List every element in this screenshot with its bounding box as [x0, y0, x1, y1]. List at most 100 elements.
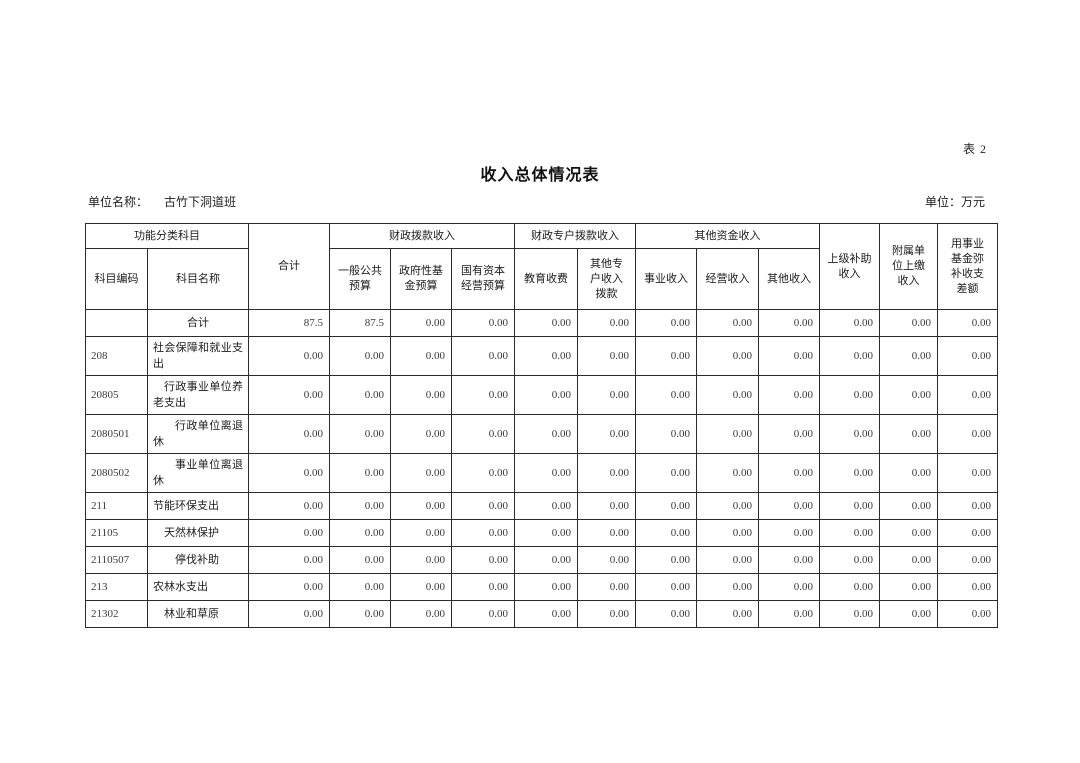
- value-cell: 0.00: [577, 492, 637, 520]
- value-cell: 0.00: [450, 546, 516, 574]
- value-cell: 0.00: [635, 375, 698, 415]
- value-cell: 0.00: [577, 546, 637, 574]
- header-special-account-group: 财政专户拨款收入: [514, 223, 637, 249]
- value-cell: 0.00: [248, 453, 330, 493]
- value-cell: 0.00: [390, 375, 452, 415]
- table-row: 211 节能环保支出 0.00 0.00 0.00 0.00 0.00 0.00 0.00 0.0…: [85, 492, 999, 520]
- subject-code-cell: 208: [85, 336, 148, 376]
- value-cell: 0.00: [329, 336, 391, 376]
- value-cell: 87.5: [248, 309, 330, 337]
- header-total: 合计: [248, 223, 330, 310]
- value-cell: 0.00: [819, 519, 881, 547]
- table-row: 2080502 事业单位离退休 0.00 0.00 0.00 0.00 0.00 0.00 0.…: [85, 453, 999, 493]
- value-cell: 0.00: [329, 492, 391, 520]
- header-gov-fund-budget: 政府性基 金预算: [390, 248, 452, 310]
- subject-name-cell: 节能环保支出: [147, 492, 249, 520]
- value-cell: 0.00: [696, 375, 760, 415]
- value-cell: 0.00: [879, 492, 939, 520]
- value-cell: 0.00: [514, 600, 579, 628]
- header-func-group: 功能分类科目: [85, 223, 249, 249]
- value-cell: 0.00: [390, 519, 452, 547]
- value-cell: 0.00: [248, 546, 330, 574]
- value-cell: 0.00: [329, 414, 391, 454]
- header-affiliate-remit: 附属单 位上缴 收入: [879, 223, 939, 310]
- value-cell: 0.00: [758, 546, 821, 574]
- value-cell: 0.00: [635, 519, 698, 547]
- subject-code-cell: 2080502: [85, 453, 148, 493]
- header-edu-fee: 教育收费: [514, 248, 579, 310]
- value-cell: 0.00: [450, 375, 516, 415]
- value-cell: 0.00: [635, 453, 698, 493]
- table-row: 21105 天然林保护 0.00 0.00 0.00 0.00 0.00 0.00 0.00 0.…: [85, 519, 999, 547]
- value-cell: 0.00: [577, 375, 637, 415]
- value-cell: 0.00: [450, 492, 516, 520]
- value-cell: 0.00: [450, 309, 516, 337]
- value-cell: 0.00: [696, 600, 760, 628]
- value-cell: 0.00: [514, 519, 579, 547]
- value-cell: 0.00: [879, 546, 939, 574]
- value-cell: 0.00: [450, 519, 516, 547]
- meta-row: 单位名称： 古竹下洞道班 单位：万元: [88, 193, 985, 210]
- unit-name-label: 单位名称：: [88, 195, 149, 209]
- value-cell: 0.00: [937, 546, 999, 574]
- income-overview-table: 功能分类科目 合计 财政拨款收入 财政专户拨款收入 其他资金收入 上级补助 收入…: [85, 223, 999, 628]
- value-cell: 0.00: [514, 375, 579, 415]
- header-subject-name: 科目名称: [147, 248, 249, 310]
- value-cell: 0.00: [937, 309, 999, 337]
- value-cell: 0.00: [879, 375, 939, 415]
- table-row: 208 社会保障和就业支出 0.00 0.00 0.00 0.00 0.00 0.00 0.00…: [85, 336, 999, 376]
- value-cell: 0.00: [635, 546, 698, 574]
- subject-code-cell: 2080501: [85, 414, 148, 454]
- value-cell: 0.00: [819, 546, 881, 574]
- value-cell: 0.00: [514, 546, 579, 574]
- value-cell: 0.00: [937, 600, 999, 628]
- subject-name-cell: 社会保障和就业支出: [147, 336, 249, 376]
- header-business-income: 事业收入: [635, 248, 698, 310]
- value-cell: 0.00: [696, 492, 760, 520]
- value-cell: 0.00: [937, 336, 999, 376]
- value-cell: 0.00: [937, 573, 999, 601]
- value-cell: 0.00: [248, 600, 330, 628]
- value-cell: 0.00: [577, 414, 637, 454]
- value-cell: 0.00: [819, 309, 881, 337]
- value-cell: 0.00: [696, 573, 760, 601]
- subject-code-cell: [85, 309, 148, 337]
- table-header: 功能分类科目 合计 财政拨款收入 财政专户拨款收入 其他资金收入 上级补助 收入…: [85, 223, 999, 310]
- value-cell: 0.00: [577, 573, 637, 601]
- value-cell: 0.00: [819, 453, 881, 493]
- value-cell: 0.00: [577, 600, 637, 628]
- value-cell: 0.00: [696, 336, 760, 376]
- value-cell: 0.00: [819, 573, 881, 601]
- value-cell: 0.00: [696, 546, 760, 574]
- value-cell: 0.00: [390, 600, 452, 628]
- header-group-row: 功能分类科目 合计 财政拨款收入 财政专户拨款收入 其他资金收入 上级补助 收入…: [85, 223, 999, 310]
- value-cell: 0.00: [758, 492, 821, 520]
- subject-name-cell: 行政事业单位养老支出: [147, 375, 249, 415]
- value-cell: 0.00: [696, 519, 760, 547]
- table-row: 213 农林水支出 0.00 0.00 0.00 0.00 0.00 0.00 0.00 0.00…: [85, 573, 999, 601]
- value-cell: 0.00: [635, 336, 698, 376]
- header-other-funds-group: 其他资金收入: [635, 223, 821, 249]
- value-cell: 0.00: [450, 453, 516, 493]
- value-cell: 0.00: [758, 309, 821, 337]
- value-cell: 0.00: [248, 375, 330, 415]
- value-cell: 0.00: [577, 309, 637, 337]
- value-cell: 0.00: [514, 573, 579, 601]
- value-cell: 0.00: [450, 414, 516, 454]
- value-cell: 0.00: [879, 600, 939, 628]
- value-cell: 0.00: [819, 336, 881, 376]
- value-cell: 0.00: [696, 414, 760, 454]
- value-cell: 0.00: [879, 519, 939, 547]
- value-cell: 0.00: [514, 336, 579, 376]
- value-cell: 0.00: [248, 573, 330, 601]
- header-operating-income: 经营收入: [696, 248, 760, 310]
- header-other-special: 其他专 户收入 拨款: [577, 248, 637, 310]
- subject-name-cell: 合计: [147, 309, 249, 337]
- value-cell: 0.00: [758, 600, 821, 628]
- table-row: 20805 行政事业单位养老支出 0.00 0.00 0.00 0.00 0.00 0.00 0…: [85, 375, 999, 415]
- table-body: 合计 87.5 87.5 0.00 0.00 0.00 0.00 0.00 0.00 0.00 0.…: [85, 309, 999, 628]
- page-title: 收入总体情况表: [480, 167, 600, 184]
- value-cell: 0.00: [514, 492, 579, 520]
- table-row: 合计 87.5 87.5 0.00 0.00 0.00 0.00 0.00 0.00 0.00 0.…: [85, 309, 999, 337]
